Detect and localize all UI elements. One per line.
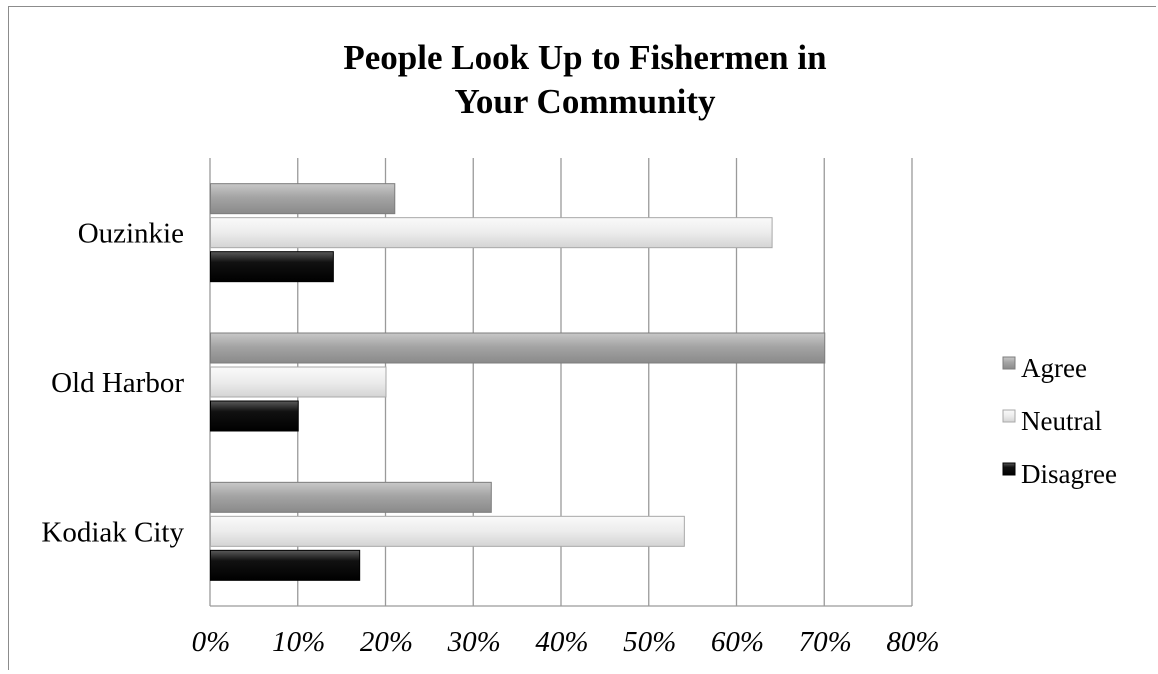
x-tick-label-4: 40% xyxy=(535,626,588,658)
bar-neutral-old-harbor xyxy=(210,366,387,398)
x-tick-label-6: 60% xyxy=(711,626,764,658)
bar-disagree-old-harbor xyxy=(210,400,299,432)
legend: Agree Neutral Disagree xyxy=(1002,353,1117,489)
x-tick-label-3: 30% xyxy=(447,626,501,658)
category-label-0: Ouzinkie xyxy=(78,218,184,250)
x-tick-label-8: 80% xyxy=(886,626,939,658)
bar-agree-ouzinkie xyxy=(210,183,396,215)
bar-agree-old-harbor xyxy=(210,332,826,364)
legend-label-disagree: Disagree xyxy=(1021,459,1117,489)
chart-title-line-2: Your Community xyxy=(455,82,716,121)
x-tick-label-7: 70% xyxy=(799,626,852,658)
x-tick-label-0: 0% xyxy=(192,626,231,658)
legend-swatch-agree xyxy=(1002,356,1016,370)
legend-label-agree: Agree xyxy=(1021,353,1087,383)
x-tick-label-1: 10% xyxy=(272,626,325,658)
bar-agree-kodiak-city xyxy=(210,481,492,513)
legend-label-neutral: Neutral xyxy=(1021,406,1102,436)
legend-swatch-disagree xyxy=(1002,462,1016,476)
category-label-1: Old Harbor xyxy=(51,367,184,399)
chart-title-line-1: People Look Up to Fishermen in xyxy=(343,38,826,77)
bar-disagree-kodiak-city xyxy=(210,549,361,581)
category-labels: Ouzinkie Old Harbor Kodiak City xyxy=(41,218,184,549)
bar-neutral-kodiak-city xyxy=(210,515,685,547)
bar-disagree-ouzinkie xyxy=(210,251,334,283)
x-tick-label-2: 20% xyxy=(360,626,413,658)
x-tick-labels: 0% 10% 20% 30% 40% 50% 60% 70% 80% xyxy=(192,626,940,658)
legend-swatch-neutral xyxy=(1002,409,1016,423)
x-tick-label-5: 50% xyxy=(623,626,676,658)
category-label-2: Kodiak City xyxy=(41,516,184,548)
bar-neutral-ouzinkie xyxy=(210,217,773,249)
bars xyxy=(210,183,826,581)
chart-frame xyxy=(8,6,1156,670)
